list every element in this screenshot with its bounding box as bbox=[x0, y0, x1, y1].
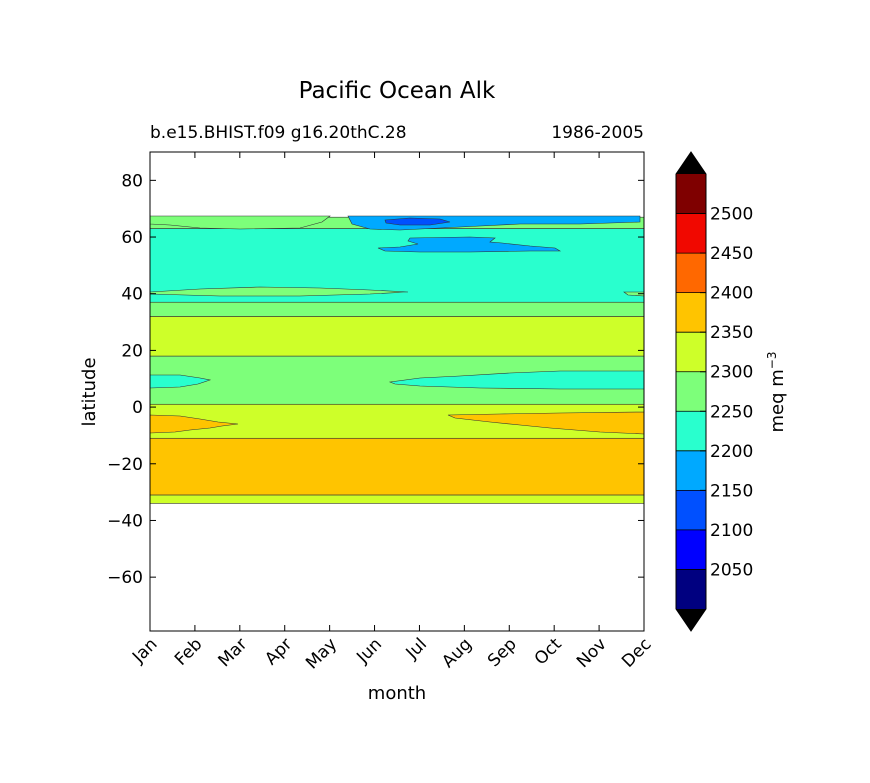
x-tick-label: Apr bbox=[261, 634, 296, 669]
colorbar-segment bbox=[676, 569, 706, 609]
colorbar-segment bbox=[676, 174, 706, 214]
x-tick-label: Mar bbox=[215, 634, 252, 671]
colorbar-outline bbox=[675, 151, 707, 632]
x-tick-label: Jan bbox=[128, 634, 161, 667]
colorbar-label-unit: meq m bbox=[767, 369, 788, 432]
contour-band bbox=[150, 494, 644, 504]
y-tick-label: −20 bbox=[107, 455, 143, 475]
contour-band bbox=[150, 316, 644, 357]
region-north-green bbox=[150, 215, 331, 230]
x-tick-label: Dec bbox=[618, 634, 655, 671]
colorbar-segment bbox=[676, 450, 706, 491]
colorbar-tick-label: 2300 bbox=[710, 363, 753, 383]
y-axis: 80 60 40 20 0 −20 −40 −60 bbox=[107, 171, 644, 588]
region-5s-orange-left bbox=[150, 414, 239, 434]
y-tick-label: 60 bbox=[121, 228, 143, 248]
x-tick-label: Jul bbox=[402, 634, 431, 663]
x-tick-label: May bbox=[302, 634, 341, 673]
region-8n-cyan-right bbox=[388, 370, 644, 390]
contour-band bbox=[150, 301, 644, 317]
colorbar-tick-label: 2050 bbox=[710, 560, 753, 580]
colorbar-extend-low bbox=[676, 609, 706, 631]
contour-fills bbox=[150, 215, 644, 504]
colorbar-extend-high bbox=[676, 152, 706, 174]
x-tick-label: Feb bbox=[171, 634, 206, 669]
region-41n-green-right bbox=[623, 291, 644, 297]
colorbar-label: meq m−3 bbox=[765, 352, 788, 433]
x-tick-label: Jun bbox=[352, 634, 386, 668]
x-tick-label: Aug bbox=[438, 634, 476, 672]
colorbar-segment bbox=[676, 411, 706, 451]
x-tick-label: Oct bbox=[531, 634, 566, 669]
colorbar-segment bbox=[676, 371, 706, 412]
colorbar-tick-label: 2200 bbox=[710, 442, 753, 462]
colorbar-tick-label: 2400 bbox=[710, 284, 753, 304]
colorbar-segment bbox=[676, 490, 706, 530]
y-tick-label: 80 bbox=[121, 171, 143, 191]
colorbar-tick-label: 2500 bbox=[710, 205, 753, 225]
colorbar-segment bbox=[676, 213, 706, 254]
chart-subtitle-right: 1986-2005 bbox=[551, 123, 644, 143]
x-axis-label: month bbox=[368, 683, 426, 704]
y-tick-label: 0 bbox=[132, 398, 143, 418]
contour-bands bbox=[150, 216, 644, 504]
colorbar-segment bbox=[676, 253, 706, 293]
y-tick-label: −40 bbox=[107, 511, 143, 531]
colorbar-label-exponent: −3 bbox=[765, 352, 779, 370]
colorbar-tick-label: 2100 bbox=[710, 521, 753, 541]
contour-regions bbox=[150, 215, 644, 435]
x-tick-label: Nov bbox=[573, 634, 611, 672]
region-5s-orange-right bbox=[447, 411, 644, 435]
colorbar: 2050 2100 2150 2200 2250 2300 2350 2400 2450 2500 bbox=[675, 151, 753, 632]
colorbar-tick-label: 2350 bbox=[710, 323, 753, 343]
region-8n-cyan-left bbox=[150, 374, 212, 389]
x-tick-label: Sep bbox=[484, 634, 521, 671]
plot-frame bbox=[149, 151, 645, 632]
colorbar-tick-label: 2450 bbox=[710, 244, 753, 264]
region-north-blue-2 bbox=[377, 236, 562, 253]
y-tick-label: 20 bbox=[121, 341, 143, 361]
contour-band bbox=[150, 437, 644, 496]
chart-title: Pacific Ocean Alk bbox=[299, 78, 496, 104]
y-tick-label: −60 bbox=[107, 568, 143, 588]
y-axis-label: latitude bbox=[79, 357, 100, 426]
colorbar-segment bbox=[676, 529, 706, 570]
region-41n-green bbox=[150, 286, 409, 297]
colorbar-tick-label: 2250 bbox=[710, 402, 753, 422]
colorbar-segment bbox=[676, 292, 706, 333]
y-tick-label: 40 bbox=[121, 285, 143, 305]
colorbar-tick-label: 2150 bbox=[710, 481, 753, 501]
colorbar-segment bbox=[676, 332, 706, 372]
chart-subtitle-left: b.e15.BHIST.f09 g16.20thC.28 bbox=[150, 123, 407, 143]
region-north-darkblue bbox=[384, 217, 451, 226]
